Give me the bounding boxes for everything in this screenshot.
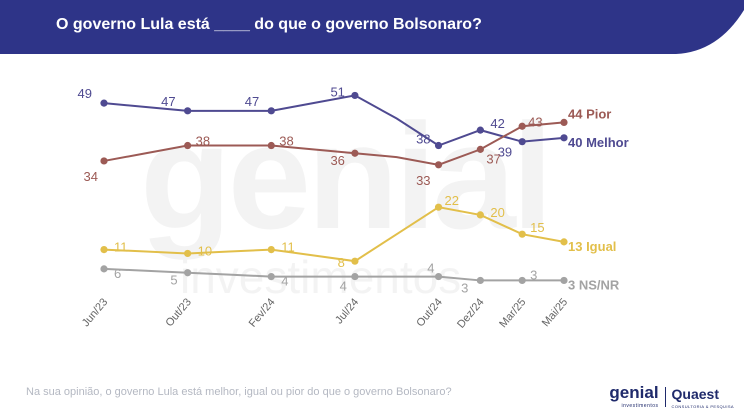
x-tick-label: Fev/24	[247, 296, 278, 329]
x-tick-label: Mar/25	[497, 296, 528, 330]
data-label-igual: 11	[281, 240, 295, 255]
page-title: O governo Lula está ____ do que o govern…	[56, 16, 482, 33]
data-label-ns-nr: 4	[281, 274, 288, 289]
data-label-melhor: 49	[78, 86, 92, 101]
series-line-igual	[103, 206, 565, 263]
genial-logo-text: genial	[609, 383, 659, 402]
data-label-pior: 33	[416, 173, 430, 188]
data-point-igual	[476, 211, 484, 219]
quaest-logo: Quaest CONSULTORIA & PESQUISA	[672, 386, 734, 409]
data-label-ns-nr: 6	[114, 266, 121, 281]
data-label-igual: 8	[338, 255, 345, 270]
data-point-ns-nr	[518, 276, 526, 285]
data-point-ns-nr	[100, 265, 108, 273]
data-label-ns-nr: 3	[530, 267, 537, 282]
data-label-pior: 43	[528, 114, 542, 129]
data-label-pior: 37	[486, 151, 500, 166]
end-label-igual: 13 Igual	[568, 239, 616, 254]
data-label-melhor: 38	[416, 132, 430, 147]
data-label-igual: 20	[490, 205, 504, 220]
data-point-ns-nr	[434, 272, 443, 281]
data-point-pior	[476, 145, 484, 153]
x-tick-label: Jul/24	[333, 296, 361, 326]
header-bar: O governo Lula está ____ do que o govern…	[0, 0, 744, 56]
data-point-melhor	[560, 134, 568, 142]
series-line-pior	[103, 121, 565, 166]
data-point-melhor	[476, 126, 484, 134]
data-label-ns-nr: 5	[170, 273, 177, 288]
x-tick-label: Out/24	[414, 296, 444, 329]
brand-logos: genial investimentos Quaest CONSULTORIA …	[609, 383, 734, 411]
x-tick-label: Mai/25	[540, 296, 570, 329]
header-shape	[0, 0, 744, 54]
data-label-ns-nr: 3	[461, 280, 468, 295]
data-point-igual	[351, 257, 359, 265]
data-point-melhor	[100, 99, 108, 107]
end-label-melhor: 40 Melhor	[568, 135, 629, 150]
genial-logo: genial investimentos	[609, 383, 659, 409]
data-point-pior	[560, 118, 568, 126]
data-point-pior	[518, 122, 526, 130]
end-label-pior: 44 Pior	[568, 106, 611, 121]
data-label-pior: 34	[84, 169, 98, 184]
data-label-melhor: 39	[498, 145, 512, 160]
data-point-igual	[100, 246, 108, 254]
data-point-igual	[560, 238, 568, 246]
end-label-ns-nr: 3 NS/NR	[568, 277, 620, 292]
data-point-melhor	[184, 107, 192, 115]
survey-question: Na sua opinião, o governo Lula está melh…	[26, 386, 452, 398]
data-point-melhor	[351, 91, 359, 100]
data-point-ns-nr	[267, 272, 275, 281]
data-label-igual: 10	[198, 243, 212, 258]
data-point-pior	[184, 141, 192, 150]
data-point-pior	[434, 161, 443, 169]
data-point-pior	[267, 141, 275, 150]
data-label-pior: 38	[279, 134, 293, 149]
data-point-ns-nr	[351, 272, 359, 281]
data-point-ns-nr	[560, 276, 568, 285]
series-line-melhor	[103, 94, 565, 147]
quaest-logo-subtext: CONSULTORIA & PESQUISA	[671, 403, 734, 409]
data-label-ns-nr: 4	[427, 261, 434, 276]
data-label-pior: 38	[196, 134, 210, 149]
data-label-melhor: 51	[330, 84, 344, 99]
x-tick-label: Out/23	[164, 296, 194, 329]
data-label-pior: 36	[330, 153, 344, 168]
data-label-melhor: 42	[490, 116, 504, 131]
data-label-ns-nr: 4	[340, 279, 347, 294]
data-point-ns-nr	[476, 276, 484, 285]
data-point-pior	[351, 149, 359, 157]
logo-divider	[664, 387, 666, 407]
data-point-igual	[267, 246, 275, 254]
data-label-melhor: 47	[161, 94, 175, 109]
data-point-melhor	[434, 141, 443, 150]
x-tick-label: Dez/24	[455, 296, 487, 330]
data-point-pior	[100, 157, 108, 165]
data-label-igual: 15	[530, 220, 544, 235]
quaest-logo-text: Quaest	[671, 385, 720, 402]
data-label-igual: 22	[445, 193, 459, 208]
data-point-igual	[518, 230, 526, 238]
data-point-melhor	[267, 107, 275, 115]
series-line-ns-nr	[103, 267, 564, 282]
data-point-melhor	[518, 138, 526, 146]
genial-logo-subtext: investimentos	[621, 403, 659, 409]
data-label-igual: 11	[114, 240, 128, 255]
data-point-igual	[434, 203, 443, 211]
data-point-ns-nr	[184, 269, 192, 277]
data-label-melhor: 47	[245, 94, 259, 109]
x-tick-label: Jun/23	[80, 296, 110, 329]
data-point-igual	[184, 249, 192, 258]
